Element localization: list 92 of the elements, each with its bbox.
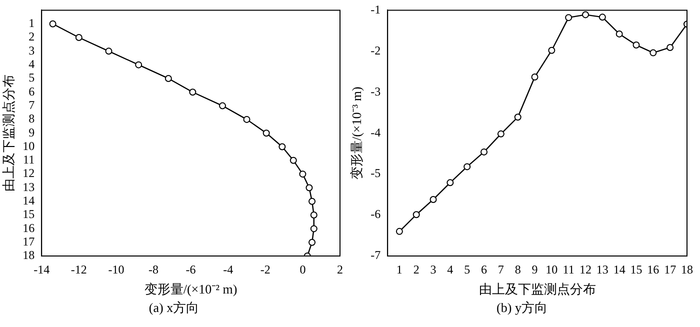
y-tick-label: 8	[28, 112, 35, 126]
y-tick-label: 12	[22, 166, 35, 180]
point	[565, 14, 572, 22]
point	[306, 184, 313, 192]
point	[446, 179, 454, 186]
point	[299, 170, 306, 178]
y-tick-label: 17	[22, 234, 35, 248]
x-tick-label: 4	[447, 262, 454, 276]
point	[278, 143, 286, 150]
point	[75, 34, 82, 42]
point	[308, 238, 316, 246]
point	[464, 163, 471, 170]
y-tick-label: 6	[28, 84, 35, 98]
x-tick-label: -14	[34, 262, 50, 276]
x-tick-label: 1	[396, 262, 402, 276]
x-tick-label: 8	[514, 262, 521, 276]
point	[189, 88, 196, 96]
y-tick-label: 1	[28, 16, 35, 30]
point	[582, 11, 590, 18]
point	[531, 73, 538, 80]
y-tick-label: 2	[28, 30, 35, 44]
point	[262, 130, 270, 137]
x-tick-label: 6	[481, 262, 488, 276]
point	[514, 114, 522, 121]
point	[632, 42, 640, 49]
x-tick-label: 17	[664, 262, 676, 276]
y-tick-label: 7	[28, 98, 35, 112]
x-tick-label: -4	[223, 262, 234, 276]
point	[49, 20, 56, 28]
x-axis-title: 变形量/(×10⁻² m)	[144, 282, 238, 297]
x-tick-label: -6	[186, 262, 196, 276]
x-tick-label: 12	[580, 262, 592, 276]
y-tick-label: 10	[22, 138, 35, 153]
y-tick-label: -4	[370, 125, 381, 140]
y-tick-label: -5	[370, 166, 381, 180]
y-tick-label: 16	[22, 220, 35, 235]
x-tick-label: 13	[596, 262, 608, 276]
y-tick-label: 13	[22, 180, 35, 194]
y-tick-label: 5	[28, 70, 35, 85]
y-tick-label: -3	[370, 84, 381, 98]
x-tick-label: 0	[300, 262, 306, 276]
y-axis-title: 由上及下监测点分布	[1, 74, 16, 192]
y-axis-title: 变形量/(×10⁻³ m)	[349, 86, 364, 180]
text: (a) x方向	[148, 300, 200, 316]
point	[310, 212, 318, 219]
point	[412, 211, 420, 218]
y-tick-label: -7	[370, 248, 381, 262]
x-tick-label: 11	[562, 262, 574, 276]
x-axis-title: 由上及下监测点分布	[478, 282, 596, 297]
point	[430, 196, 437, 203]
x-tick-label: 10	[546, 262, 558, 276]
y-tick-label: 9	[28, 125, 35, 140]
y-tick-label: 14	[22, 194, 35, 208]
x-tick-label: 15	[630, 262, 642, 276]
point	[650, 49, 657, 56]
y-tick-label: -1	[370, 2, 381, 16]
y-tick-label: 11	[23, 152, 35, 167]
x-tick-label: -12	[70, 262, 87, 276]
point	[480, 148, 488, 156]
y-tick-label: 18	[22, 248, 35, 262]
y-tick-label: 3	[28, 43, 35, 58]
x-tick-label: 18	[681, 262, 693, 276]
point	[396, 228, 403, 235]
y-tick-label: -6	[370, 207, 381, 222]
point	[290, 156, 297, 164]
x-tick-label: 3	[430, 262, 436, 276]
point	[135, 61, 142, 68]
point	[243, 116, 250, 123]
point	[164, 74, 172, 82]
x-tick-label: 9	[532, 262, 538, 276]
point	[308, 198, 316, 205]
point	[105, 48, 112, 55]
x-tick-label: 5	[464, 262, 470, 276]
point	[497, 130, 504, 138]
x-tick-label: 14	[613, 262, 626, 276]
x-tick-label: 16	[647, 262, 660, 276]
point	[666, 44, 674, 51]
y-tick-label: -2	[370, 43, 381, 58]
x-tick-label: 2	[337, 262, 343, 276]
text: (b) y方向	[496, 300, 548, 316]
point	[548, 46, 556, 54]
y-tick-label: 4	[28, 56, 35, 71]
point	[616, 30, 623, 38]
point	[598, 14, 606, 21]
x-tick-label: 7	[498, 262, 504, 276]
y-tick-label: 15	[22, 207, 35, 222]
x-tick-label: -10	[108, 262, 124, 276]
point	[310, 225, 318, 232]
point	[219, 102, 226, 110]
x-tick-label: 2	[413, 262, 420, 276]
x-tick-label: -2	[260, 262, 270, 276]
x-tick-label: -8	[148, 262, 158, 276]
